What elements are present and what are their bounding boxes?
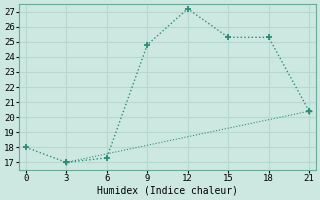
X-axis label: Humidex (Indice chaleur): Humidex (Indice chaleur) [97,186,238,196]
